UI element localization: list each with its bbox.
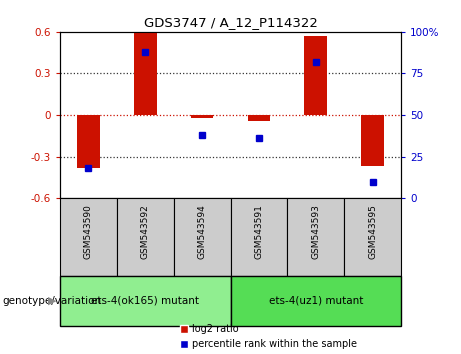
Bar [174, 198, 230, 276]
Text: GSM543594: GSM543594 [198, 205, 207, 259]
Bar [361, 115, 384, 166]
Legend: log2 ratio, percentile rank within the sample: log2 ratio, percentile rank within the s… [180, 324, 357, 349]
Bar [134, 32, 157, 115]
Bar [287, 198, 344, 276]
Text: GSM543590: GSM543590 [84, 205, 93, 259]
Text: GSM543592: GSM543592 [141, 205, 150, 259]
Bar [117, 198, 174, 276]
Bar [230, 198, 287, 276]
Bar [230, 276, 401, 326]
Text: ▶: ▶ [48, 296, 57, 306]
Text: GSM543595: GSM543595 [368, 205, 377, 259]
Text: genotype/variation: genotype/variation [2, 296, 101, 306]
Bar [191, 115, 213, 118]
Text: GSM543591: GSM543591 [254, 205, 263, 259]
Text: GSM543593: GSM543593 [311, 205, 320, 259]
Bar [344, 198, 401, 276]
Bar [77, 115, 100, 168]
Text: ets-4(uz1) mutant: ets-4(uz1) mutant [269, 296, 363, 306]
Text: ets-4(ok165) mutant: ets-4(ok165) mutant [91, 296, 199, 306]
Bar [248, 115, 270, 121]
Bar [304, 36, 327, 115]
Bar [60, 198, 117, 276]
Title: GDS3747 / A_12_P114322: GDS3747 / A_12_P114322 [143, 16, 318, 29]
Bar [60, 276, 230, 326]
